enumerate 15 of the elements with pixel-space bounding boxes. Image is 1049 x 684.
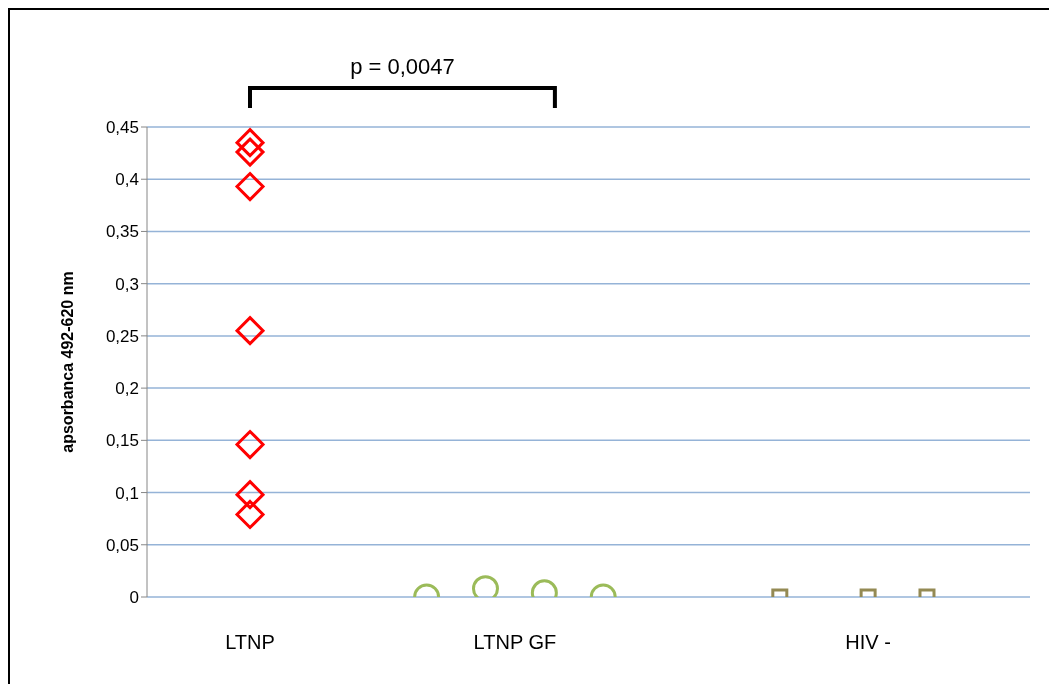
y-tick-label: 0,4	[115, 170, 139, 190]
y-tick-label: 0,15	[105, 431, 139, 451]
y-tick-label: 0	[129, 588, 139, 608]
x-tick-label: LTNP GF	[473, 631, 557, 654]
y-tick-label: 0,1	[115, 483, 139, 503]
x-tick-label: HIV -	[845, 631, 891, 654]
y-tick-label: 0,3	[115, 274, 139, 294]
y-tick-label: 0,35	[105, 222, 139, 242]
y-tick-label: 0,05	[105, 535, 139, 555]
y-axis-title: apsorbanca 492-620 nm	[58, 271, 76, 453]
y-tick-label: 0,25	[105, 326, 139, 346]
y-tick-label: 0,45	[105, 118, 139, 138]
y-tick-label: 0,2	[115, 379, 139, 399]
x-tick-label: LTNP	[225, 631, 275, 654]
text: p = 0,0047	[349, 54, 456, 80]
